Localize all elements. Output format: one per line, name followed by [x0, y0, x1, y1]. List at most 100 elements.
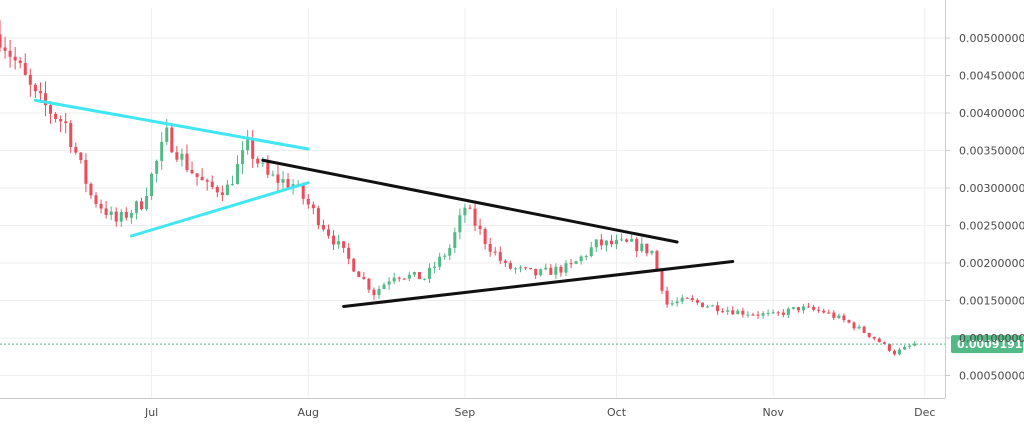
- candle-body: [266, 162, 270, 175]
- candle-body: [306, 198, 310, 205]
- candle-body: [620, 239, 624, 241]
- candle-body: [493, 251, 497, 253]
- trendline-black: [261, 158, 679, 244]
- candle-body: [554, 266, 558, 275]
- candle-body: [791, 307, 795, 309]
- candle-body: [887, 343, 891, 351]
- x-tick-label: Dec: [914, 406, 935, 419]
- x-tick-label: Sep: [455, 406, 476, 419]
- candle-body: [316, 208, 320, 226]
- candle-body: [428, 267, 432, 279]
- candle-body: [544, 267, 548, 270]
- candle-body: [812, 306, 816, 310]
- candle-body: [908, 345, 912, 347]
- candle-body: [458, 215, 462, 233]
- candle-body: [114, 211, 118, 222]
- candle-body: [367, 278, 371, 290]
- candle-body: [443, 255, 447, 257]
- candle-body: [746, 314, 750, 316]
- y-tick-label: 0.00200000: [959, 257, 1024, 270]
- candle-body: [402, 278, 406, 280]
- candle-body: [28, 74, 32, 85]
- candle-body: [38, 91, 42, 94]
- x-tick-label: Aug: [298, 406, 319, 419]
- y-tick-label: 0.00150000: [959, 295, 1024, 308]
- candle-body: [721, 311, 725, 313]
- candle-body: [564, 263, 568, 273]
- candle-body: [271, 174, 275, 176]
- candle-body: [347, 247, 351, 259]
- y-tick-label: 0.00300000: [959, 182, 1024, 195]
- candle-body: [155, 160, 159, 174]
- candle-body: [139, 201, 144, 210]
- candle-body: [529, 268, 533, 270]
- candle-body: [3, 47, 7, 51]
- candle-body: [513, 268, 517, 270]
- candle-body: [43, 93, 47, 106]
- trendline-layer: [33, 98, 735, 308]
- candle-body: [468, 207, 472, 209]
- candle-body: [251, 138, 255, 159]
- candle-body: [852, 322, 856, 329]
- candle-body: [200, 176, 204, 181]
- candle-body: [898, 349, 902, 355]
- candle-body: [377, 288, 381, 296]
- candle-body: [256, 158, 260, 164]
- trendline-cyan: [33, 98, 310, 151]
- current-price-label: 0.00091915: [957, 338, 1024, 351]
- candle-body: [89, 183, 93, 196]
- candle-body: [847, 320, 851, 323]
- candle-body: [903, 346, 907, 350]
- candle-body: [397, 277, 401, 279]
- candle-body: [337, 241, 341, 245]
- x-tick-label: Oct: [607, 406, 627, 419]
- candle-body: [594, 239, 598, 248]
- candle-body: [59, 118, 63, 122]
- current-price-line: 0.00091915: [0, 335, 1024, 354]
- candle-body: [119, 211, 123, 222]
- candle-body: [655, 251, 659, 270]
- candle-body: [438, 256, 442, 267]
- x-axis: Jul Aug Sep Oct Nov Dec: [0, 398, 945, 419]
- candle-body: [8, 50, 12, 57]
- candle-body: [645, 243, 649, 254]
- candle-body: [417, 272, 421, 280]
- candle-body: [342, 241, 346, 248]
- candle-body: [180, 153, 184, 160]
- candle-body: [913, 343, 917, 346]
- candle-body: [392, 277, 396, 282]
- candle-body: [741, 310, 745, 315]
- candle-body: [478, 225, 482, 230]
- candle-body: [665, 290, 669, 305]
- candle-body: [680, 297, 684, 302]
- candle-body: [281, 179, 285, 183]
- candle-body: [640, 243, 644, 252]
- candle-body: [700, 302, 704, 308]
- candle-body: [801, 306, 806, 311]
- candle-body: [69, 123, 73, 147]
- candle-body: [321, 225, 325, 230]
- candle-body: [832, 312, 836, 318]
- candle-body: [109, 211, 113, 216]
- candle-body: [731, 310, 735, 315]
- candle-body: [483, 229, 487, 245]
- candle-body: [736, 310, 740, 315]
- y-tick-label: 0.00450000: [959, 70, 1024, 83]
- candle-body: [165, 127, 169, 142]
- candle-body: [145, 196, 149, 210]
- trendline-cyan: [129, 181, 310, 238]
- candle-body: [756, 314, 760, 316]
- candle-body: [150, 173, 154, 197]
- candle-body: [215, 186, 219, 193]
- candle-body: [433, 266, 437, 268]
- candle-body: [134, 201, 138, 213]
- candle-body: [372, 289, 376, 296]
- candle-body: [761, 313, 765, 316]
- candle-body: [882, 342, 886, 344]
- candle-body: [604, 240, 608, 246]
- candle-body: [382, 284, 386, 289]
- candle-body: [261, 162, 265, 164]
- candle-body: [104, 208, 108, 216]
- current-price-badge: [951, 335, 1023, 354]
